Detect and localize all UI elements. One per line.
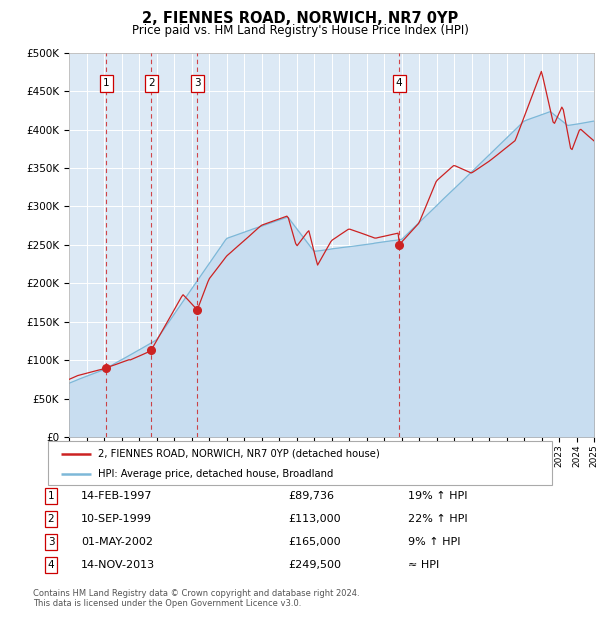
Text: 9% ↑ HPI: 9% ↑ HPI [408,537,461,547]
Text: £249,500: £249,500 [288,560,341,570]
Text: 14-NOV-2013: 14-NOV-2013 [81,560,155,570]
Text: HPI: Average price, detached house, Broadland: HPI: Average price, detached house, Broa… [98,469,334,479]
Text: 4: 4 [396,79,403,89]
Text: 22% ↑ HPI: 22% ↑ HPI [408,514,467,524]
Text: 2: 2 [148,79,155,89]
Text: Price paid vs. HM Land Registry's House Price Index (HPI): Price paid vs. HM Land Registry's House … [131,24,469,37]
Text: £89,736: £89,736 [288,491,334,501]
Text: 1: 1 [47,491,55,501]
Text: 01-MAY-2002: 01-MAY-2002 [81,537,153,547]
Text: Contains HM Land Registry data © Crown copyright and database right 2024.
This d: Contains HM Land Registry data © Crown c… [33,589,359,608]
Text: £113,000: £113,000 [288,514,341,524]
Text: 3: 3 [194,79,200,89]
Text: 4: 4 [47,560,55,570]
FancyBboxPatch shape [48,441,552,485]
Text: 2, FIENNES ROAD, NORWICH, NR7 0YP (detached house): 2, FIENNES ROAD, NORWICH, NR7 0YP (detac… [98,449,380,459]
Text: 10-SEP-1999: 10-SEP-1999 [81,514,152,524]
Text: 1: 1 [103,79,109,89]
Text: £165,000: £165,000 [288,537,341,547]
Text: 2, FIENNES ROAD, NORWICH, NR7 0YP: 2, FIENNES ROAD, NORWICH, NR7 0YP [142,11,458,26]
Text: 19% ↑ HPI: 19% ↑ HPI [408,491,467,501]
Text: 3: 3 [47,537,55,547]
Text: 2: 2 [47,514,55,524]
Text: ≈ HPI: ≈ HPI [408,560,439,570]
Text: 14-FEB-1997: 14-FEB-1997 [81,491,152,501]
